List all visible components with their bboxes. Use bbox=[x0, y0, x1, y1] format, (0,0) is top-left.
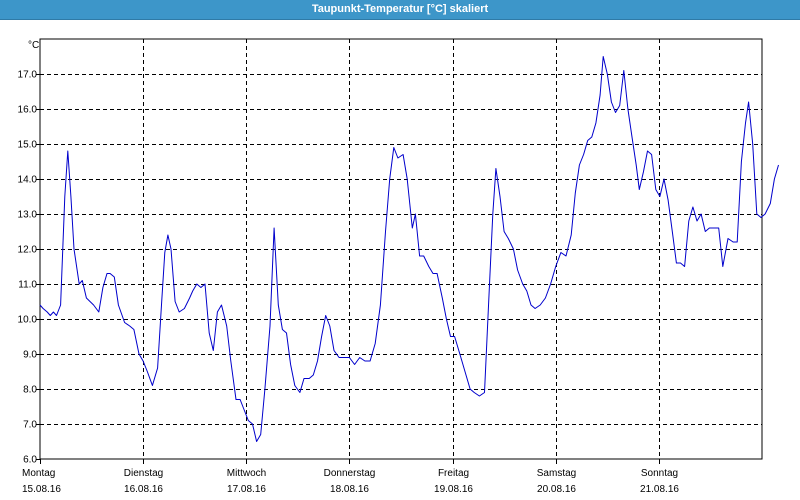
x-tick-date-label: 21.08.16 bbox=[640, 484, 679, 495]
y-tick-label: 11.0 bbox=[18, 280, 37, 291]
chart-title: Taupunkt-Temperatur [°C] skaliert bbox=[0, 0, 800, 20]
y-tick-label: 15.0 bbox=[18, 140, 38, 151]
y-tick-label: 12.0 bbox=[18, 245, 38, 256]
y-axis-unit-label: °C bbox=[28, 40, 39, 51]
series-layer bbox=[39, 56, 779, 442]
y-tick-label: 9.0 bbox=[23, 350, 37, 361]
x-tick-day-label: Freitag bbox=[438, 468, 469, 479]
x-tick-date-label: 19.08.16 bbox=[434, 484, 473, 495]
x-tick-date-label: 15.08.16 bbox=[22, 484, 61, 495]
x-tick-day-label: Samstag bbox=[537, 468, 576, 479]
x-tick-date-label: 18.08.16 bbox=[330, 484, 369, 495]
y-tick-label: 10.0 bbox=[18, 315, 38, 326]
x-tick-date-label: 17.08.16 bbox=[227, 484, 266, 495]
y-tick-label: 8.0 bbox=[23, 385, 37, 396]
x-tick-day-label: Sonntag bbox=[641, 468, 678, 479]
y-tick-label: 7.0 bbox=[23, 420, 37, 431]
y-axis-ticks: 6.0 7.0 8.0 9.0 10.0 11.0 12.0 13.0 14.0 15.0 16.0… bbox=[18, 70, 40, 466]
y-tick-label: 17.0 bbox=[18, 70, 38, 81]
x-axis-ticks: Montag 15.08.16 Dienstag 16.08.16 Mittwoch 17… bbox=[22, 459, 679, 495]
x-tick-day-label: Dienstag bbox=[124, 468, 163, 479]
y-tick-label: 16.0 bbox=[18, 105, 38, 116]
x-tick-day-label: Mittwoch bbox=[227, 468, 266, 479]
y-tick-label: 13.0 bbox=[18, 210, 38, 221]
x-tick-day-label: Donnerstag bbox=[324, 468, 376, 479]
y-tick-label: 14.0 bbox=[18, 175, 38, 186]
y-tick-label: 6.0 bbox=[23, 455, 37, 466]
x-tick-date-label: 16.08.16 bbox=[124, 484, 163, 495]
x-tick-date-label: 20.08.16 bbox=[537, 484, 576, 495]
x-tick-day-label: Montag bbox=[22, 468, 55, 479]
